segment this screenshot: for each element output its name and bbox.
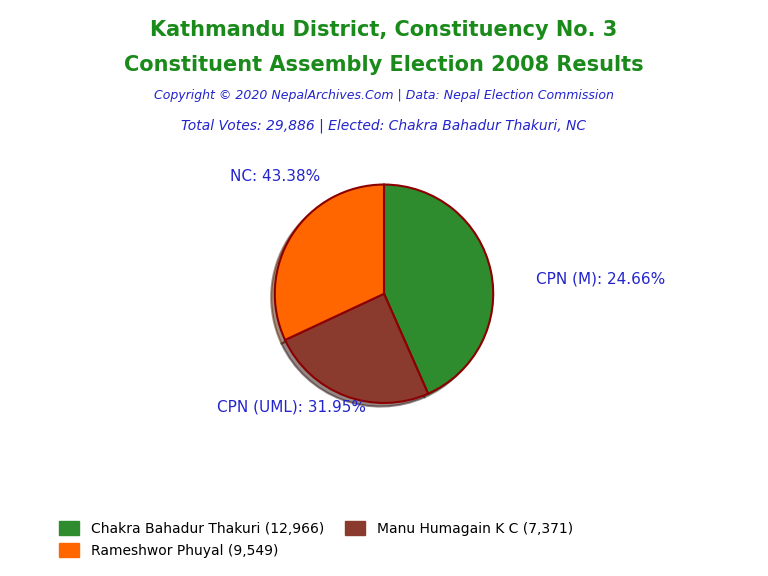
Text: Constituent Assembly Election 2008 Results: Constituent Assembly Election 2008 Resul… bbox=[124, 55, 644, 75]
Text: NC: 43.38%: NC: 43.38% bbox=[230, 169, 320, 184]
Wedge shape bbox=[384, 184, 493, 393]
Text: Total Votes: 29,886 | Elected: Chakra Bahadur Thakuri, NC: Total Votes: 29,886 | Elected: Chakra Ba… bbox=[181, 118, 587, 132]
Wedge shape bbox=[275, 184, 384, 340]
Text: Copyright © 2020 NepalArchives.Com | Data: Nepal Election Commission: Copyright © 2020 NepalArchives.Com | Dat… bbox=[154, 89, 614, 103]
Text: Kathmandu District, Constituency No. 3: Kathmandu District, Constituency No. 3 bbox=[151, 20, 617, 40]
Text: CPN (M): 24.66%: CPN (M): 24.66% bbox=[535, 271, 665, 286]
Wedge shape bbox=[285, 294, 428, 403]
Text: CPN (UML): 31.95%: CPN (UML): 31.95% bbox=[217, 400, 366, 415]
Legend: Chakra Bahadur Thakuri (12,966), Rameshwor Phuyal (9,549), Manu Humagain K C (7,: Chakra Bahadur Thakuri (12,966), Rameshw… bbox=[53, 516, 578, 563]
